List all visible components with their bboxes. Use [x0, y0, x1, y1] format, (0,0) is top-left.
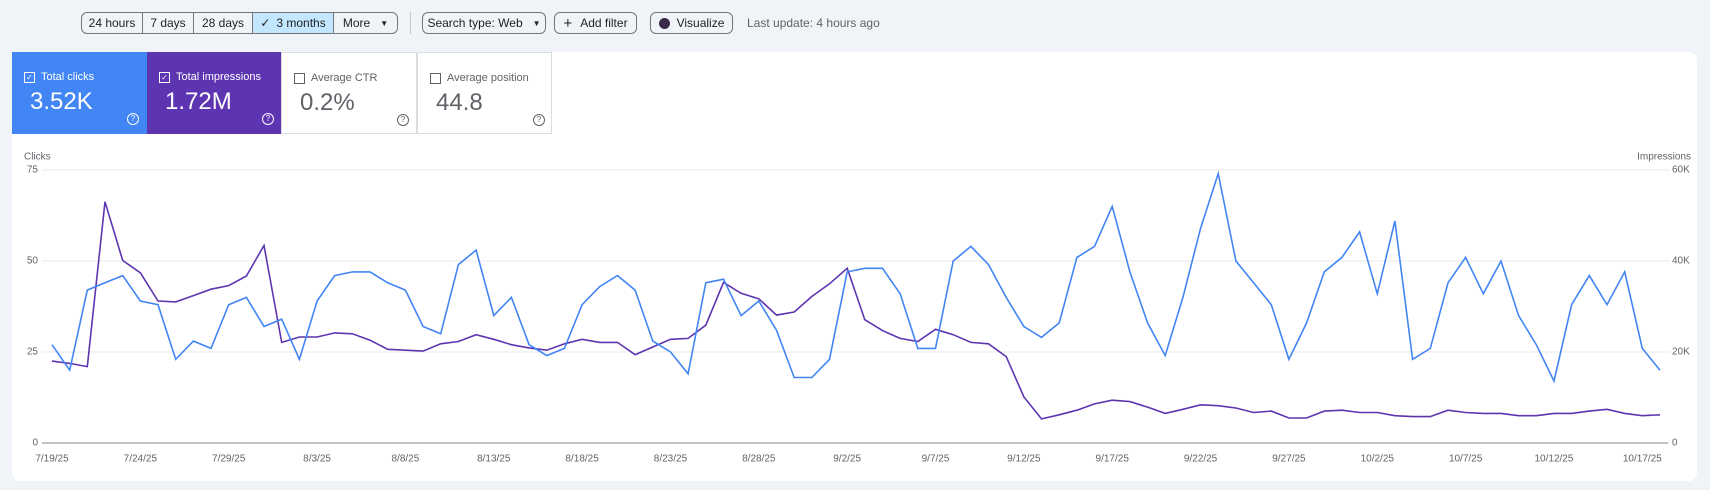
y2-tick-label: 40K — [1672, 256, 1690, 267]
x-tick-label: 9/2/25 — [833, 454, 861, 465]
y-tick-label: 0 — [32, 438, 38, 449]
x-tick-label: 9/22/25 — [1184, 454, 1218, 465]
performance-panel — [12, 52, 1697, 481]
metric-card[interactable]: Average CTR 0.2% ? — [281, 52, 417, 134]
y-tick-label: 75 — [27, 165, 39, 176]
x-tick-label: 7/29/25 — [212, 454, 246, 465]
help-icon[interactable]: ? — [397, 114, 409, 126]
last-update: Last update: 4 hours ago — [747, 16, 880, 30]
help-icon[interactable]: ? — [262, 113, 274, 125]
help-icon[interactable]: ? — [533, 114, 545, 126]
metric-value: 3.52K — [30, 88, 93, 115]
x-tick-label: 8/28/25 — [742, 454, 776, 465]
checkbox[interactable]: ✓ — [159, 71, 170, 83]
metric-card[interactable]: ✓ Total impressions 1.72M ? — [147, 52, 281, 134]
y2-axis-title: Impressions — [1637, 152, 1691, 163]
checkbox[interactable] — [294, 72, 305, 84]
x-tick-label: 8/3/25 — [303, 454, 331, 465]
x-tick-label: 7/19/25 — [35, 454, 69, 465]
metric-card[interactable]: Average position 44.8 ? — [417, 52, 552, 134]
metric-label-row: Average CTR — [294, 72, 377, 84]
metric-value: 1.72M — [165, 88, 232, 115]
x-tick-label: 8/13/25 — [477, 454, 511, 465]
y2-tick-label: 60K — [1672, 165, 1690, 176]
more-button[interactable]: More ▼ — [333, 12, 398, 34]
checkbox[interactable]: ✓ — [24, 71, 35, 83]
metric-card[interactable]: ✓ Total clicks 3.52K ? — [12, 52, 147, 134]
x-tick-label: 10/2/25 — [1361, 454, 1395, 465]
search-type-button[interactable]: Search type: Web ▼ — [422, 12, 546, 34]
metric-value: 0.2% — [300, 89, 355, 116]
y-tick-label: 25 — [27, 347, 39, 358]
y2-tick-label: 0 — [1672, 438, 1678, 449]
x-tick-label: 8/18/25 — [565, 454, 599, 465]
add-filter-label: Add filter — [580, 16, 628, 30]
x-tick-label: 9/27/25 — [1272, 454, 1306, 465]
x-tick-label: 9/7/25 — [922, 454, 950, 465]
add-filter-button[interactable]: + Add filter — [554, 12, 637, 34]
search-type-label: Search type: Web — [427, 16, 523, 30]
x-tick-label: 7/24/25 — [124, 454, 158, 465]
range-button[interactable]: 28 days — [193, 12, 253, 34]
range-button[interactable]: ✓ 3 months — [252, 12, 334, 34]
metric-label-row: ✓ Total clicks — [24, 71, 94, 83]
series-line — [51, 201, 1661, 420]
x-tick-label: 8/8/25 — [392, 454, 420, 465]
series-line — [51, 170, 1661, 384]
divider — [410, 12, 411, 34]
x-tick-label: 9/12/25 — [1007, 454, 1041, 465]
metric-value: 44.8 — [436, 89, 483, 116]
metric-label-row: ✓ Total impressions — [159, 71, 261, 83]
metric-label: Average CTR — [311, 72, 378, 84]
x-tick-label: 10/12/25 — [1535, 454, 1574, 465]
range-button[interactable]: 7 days — [142, 12, 194, 34]
metric-label: Total impressions — [176, 71, 261, 83]
y2-tick-label: 20K — [1672, 347, 1690, 358]
x-tick-label: 10/17/25 — [1623, 454, 1662, 465]
visualize-label: Visualize — [676, 16, 725, 30]
range-button[interactable]: 24 hours — [81, 12, 143, 34]
metric-label: Total clicks — [41, 71, 95, 83]
x-tick-label: 10/7/25 — [1449, 454, 1483, 465]
y-tick-label: 50 — [27, 256, 39, 267]
range-label: 3 months — [276, 16, 326, 30]
visualize-button[interactable]: Visualize — [650, 12, 733, 34]
x-tick-label: 8/23/25 — [654, 454, 688, 465]
metric-label: Average position — [447, 72, 529, 84]
x-tick-label: 9/17/25 — [1096, 454, 1130, 465]
checkbox[interactable] — [430, 72, 441, 84]
metric-label-row: Average position — [430, 72, 529, 84]
y-axis-title: Clicks — [24, 152, 51, 163]
help-icon[interactable]: ? — [127, 113, 139, 125]
more-label: More — [342, 16, 371, 30]
